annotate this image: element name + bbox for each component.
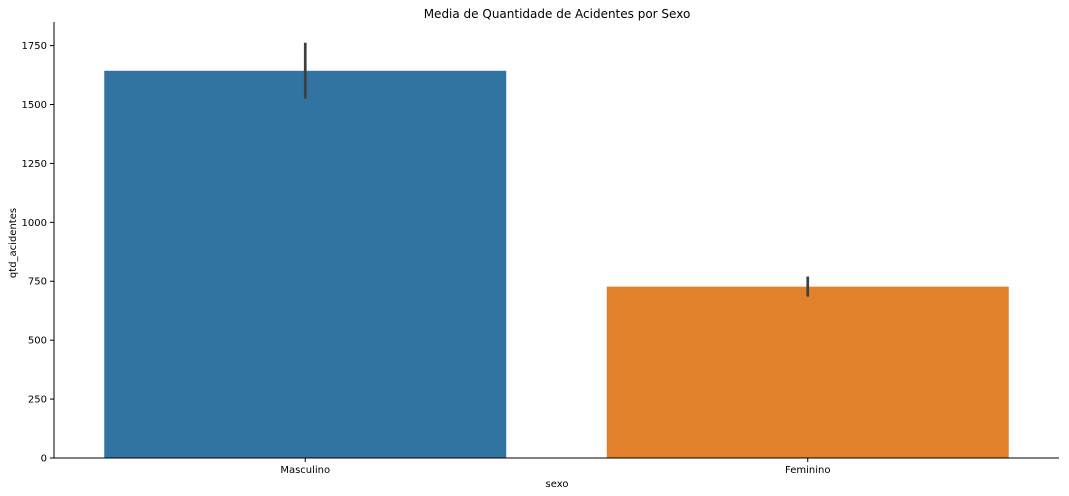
bars-layer [104, 70, 1009, 459]
bar-feminino [606, 286, 1009, 458]
error-bars-layer [303, 42, 810, 297]
x-axis-label: sexo [546, 479, 569, 490]
x-tick-label-masculino: Masculino [280, 465, 330, 476]
y-tick-label: 0 [41, 454, 47, 465]
y-tick-label: 1500 [22, 100, 47, 111]
y-axis-label: qtd_acidentes [8, 208, 19, 278]
chart-title: Media de Quantidade de Acidentes por Sex… [424, 7, 691, 21]
y-tick-label: 1250 [22, 159, 47, 170]
y-axis: 0 250 500 750 1000 1250 1500 1750 [22, 22, 55, 465]
y-tick-label: 250 [28, 395, 47, 406]
y-tick-label: 1000 [22, 218, 47, 229]
y-tick-label: 750 [28, 277, 47, 288]
x-axis: Masculino Feminino [54, 457, 1059, 476]
x-tick-label-feminino: Feminino [785, 465, 830, 476]
bar-masculino [104, 70, 507, 459]
y-tick-label: 1750 [22, 41, 47, 52]
y-tick-label: 500 [28, 336, 47, 347]
